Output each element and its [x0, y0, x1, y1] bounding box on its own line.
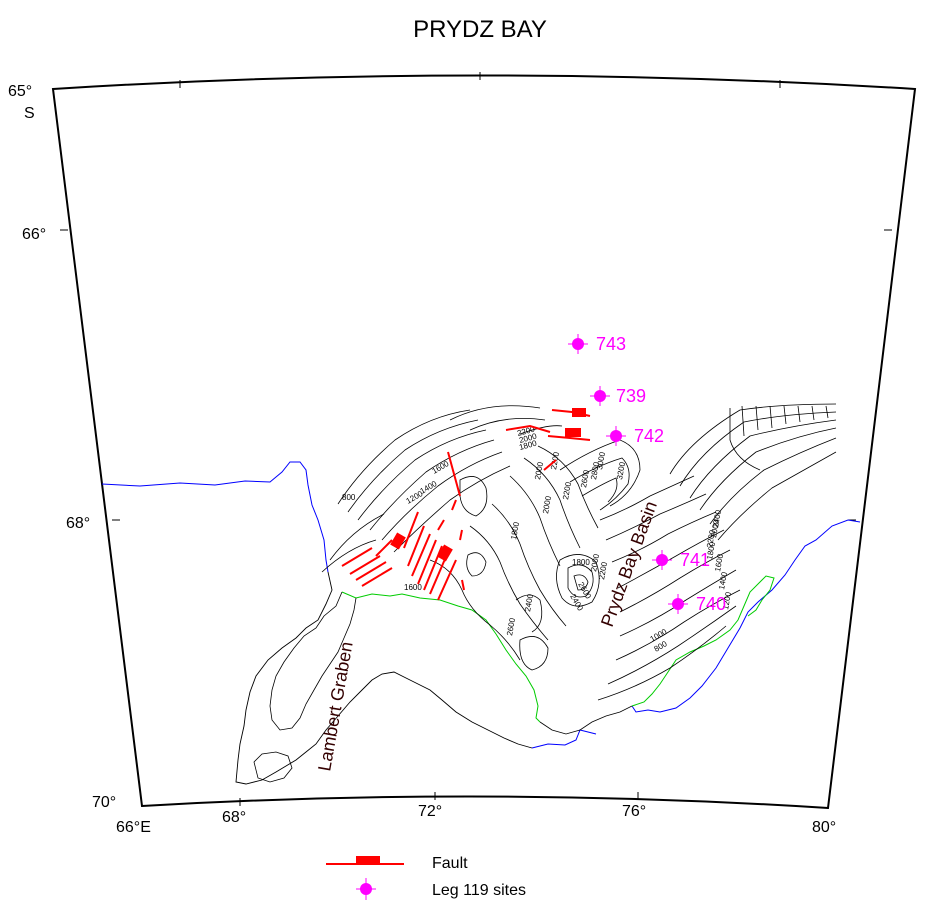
contour-label: 1800: [705, 541, 717, 561]
legend: Fault Leg 119 sites: [326, 855, 526, 900]
contour-label: 1400: [717, 571, 729, 591]
contour-label: 2200: [597, 561, 609, 581]
latitude-label-65: 65°: [8, 83, 32, 100]
land-outline-inner: [269, 591, 357, 731]
land-outline-south: [539, 705, 633, 735]
longitude-label-68: 68°: [222, 809, 246, 826]
contour-label: 1600: [713, 553, 725, 573]
contour-label: 3200: [615, 461, 627, 481]
faults: [341, 409, 591, 601]
contour-label: 2800: [589, 461, 601, 481]
contour-label: 2200: [705, 529, 717, 549]
coastline-west: [101, 461, 329, 573]
latitude-label-70: 70°: [92, 794, 116, 811]
ice-shelf-edge-west: [341, 591, 541, 723]
longitude-label-76: 76°: [622, 803, 646, 820]
contour-label: 1600: [431, 459, 451, 476]
graticule-ticks: [60, 72, 892, 806]
land-outline: [235, 571, 533, 785]
site-label-743: 743: [596, 334, 626, 354]
site-label-742: 742: [634, 426, 664, 446]
longitude-label-80: 80°: [812, 819, 836, 836]
odp-sites: 743 739 742 741 740: [568, 334, 726, 614]
lambert-graben-label: Lambert Graben: [314, 640, 356, 773]
ice-shelf-edge-east: [631, 575, 775, 707]
legend-site-symbol: [356, 878, 376, 900]
contour-label: 2400: [523, 593, 535, 613]
island-outline: [253, 751, 293, 783]
site-742: 742: [606, 426, 664, 446]
site-740: 740: [668, 594, 726, 614]
contour-label: 1800: [572, 558, 590, 567]
site-label-740: 740: [696, 594, 726, 614]
legend-fault-symbol: [326, 856, 404, 865]
contour-label: 1200: [721, 591, 733, 611]
longitude-label-66e: 66°E: [116, 819, 151, 836]
contour-label: 2000: [709, 519, 721, 539]
latitude-label-66: 66°: [22, 226, 46, 243]
site-741: 741: [652, 550, 710, 570]
contour-label: 2600: [579, 469, 591, 489]
site-743: 743: [568, 334, 626, 354]
contour-label: 800: [342, 493, 356, 502]
bathymetric-contours: [321, 403, 837, 701]
map-frame: [51, 74, 917, 810]
coastline-south: [531, 729, 597, 749]
contour-label: 1800: [509, 521, 521, 541]
site-739: 739: [590, 386, 646, 406]
map-title: PRYDZ BAY: [413, 16, 547, 43]
site-label-741: 741: [680, 550, 710, 570]
fault-blocks: [390, 408, 586, 562]
contour-label: 1400: [419, 479, 439, 496]
longitude-label-72: 72°: [418, 803, 442, 820]
site-label-739: 739: [616, 386, 646, 406]
contour-label: 2000: [541, 495, 553, 515]
hemisphere-label: S: [24, 105, 35, 122]
contour-label: 1600: [404, 583, 422, 592]
latitude-label-68: 68°: [66, 515, 90, 532]
legend-sites-label: Leg 119 sites: [432, 882, 526, 899]
coastline-east: [631, 519, 861, 713]
contour-label: 2000: [589, 553, 601, 573]
contour-label: 2000: [533, 461, 545, 481]
contour-label: 2200: [561, 481, 573, 501]
contour-label: 2400: [711, 509, 723, 529]
contour-label: 3000: [595, 451, 607, 471]
legend-fault-label: Fault: [432, 855, 468, 872]
contour-label: 1000: [649, 627, 669, 644]
contour-label: 2600: [505, 617, 517, 637]
